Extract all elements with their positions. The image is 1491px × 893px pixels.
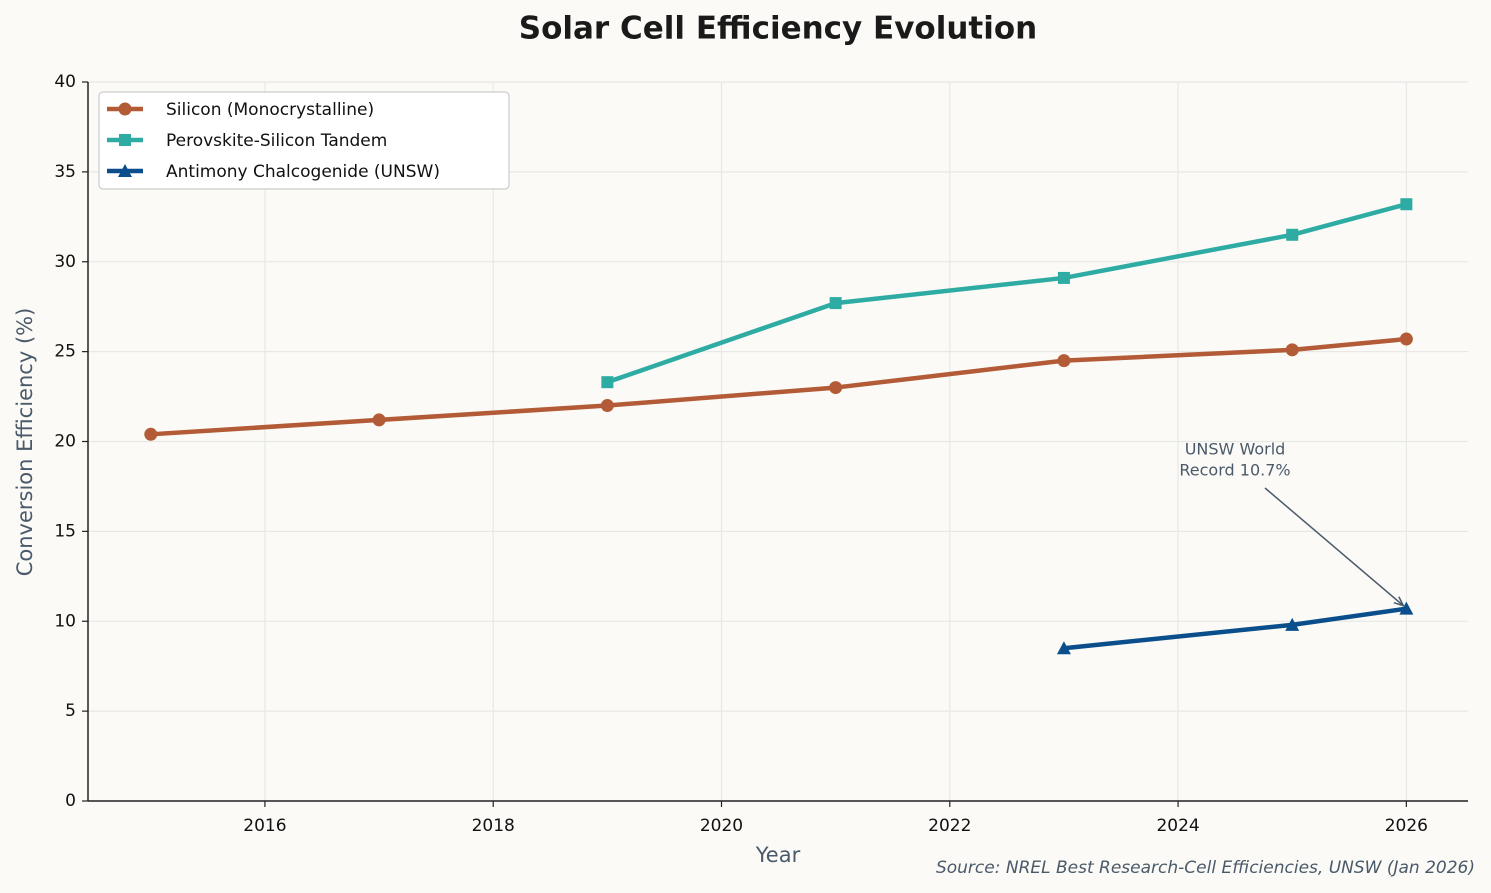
marker — [1286, 228, 1299, 241]
legend-label: Antimony Chalcogenide (UNSW) — [166, 162, 440, 182]
y-tick-label: 10 — [54, 611, 76, 631]
marker — [118, 102, 132, 116]
marker — [1057, 271, 1070, 284]
x-tick-label: 2022 — [928, 816, 971, 836]
y-tick-label: 0 — [65, 791, 76, 811]
marker — [118, 164, 132, 177]
marker — [600, 399, 614, 413]
legend-label: Silicon (Monocrystalline) — [166, 100, 374, 120]
x-tick-label: 2026 — [1385, 816, 1428, 836]
y-tick-label: 5 — [65, 701, 76, 721]
marker — [1400, 198, 1413, 211]
marker — [829, 297, 842, 310]
annotation-text: UNSW World — [1185, 440, 1286, 459]
marker — [1057, 354, 1071, 368]
marker — [372, 413, 386, 427]
x-tick-label: 2018 — [472, 816, 515, 836]
marker — [829, 381, 843, 395]
y-tick-label: 40 — [54, 72, 76, 92]
marker — [144, 427, 158, 441]
source-note: Source: NREL Best Research-Cell Efficien… — [936, 858, 1475, 878]
annotation-arrow — [1264, 487, 1404, 607]
marker — [1285, 343, 1299, 357]
y-axis-label: Conversion Efficiency (%) — [13, 308, 37, 577]
y-tick-label: 30 — [54, 252, 76, 272]
y-tick-label: 35 — [54, 162, 76, 182]
marker — [1056, 641, 1071, 655]
marker — [1399, 601, 1414, 615]
annotation-text: Record 10.7% — [1179, 461, 1290, 480]
legend-label: Perovskite-Silicon Tandem — [166, 131, 387, 151]
x-axis-label: Year — [755, 843, 801, 867]
x-tick-label: 2016 — [243, 816, 286, 836]
chart-title: Solar Cell Efficiency Evolution — [519, 11, 1037, 47]
annotation-arrowhead — [1393, 596, 1405, 607]
y-tick-label: 25 — [54, 342, 76, 362]
marker — [1399, 332, 1413, 346]
legend-box — [98, 91, 510, 190]
y-tick-label: 20 — [54, 432, 76, 452]
x-tick-label: 2020 — [700, 816, 743, 836]
marker — [119, 134, 131, 146]
x-tick-label: 2024 — [1156, 816, 1199, 836]
marker — [601, 376, 614, 389]
marker — [1285, 617, 1300, 631]
y-tick-label: 15 — [54, 521, 76, 541]
